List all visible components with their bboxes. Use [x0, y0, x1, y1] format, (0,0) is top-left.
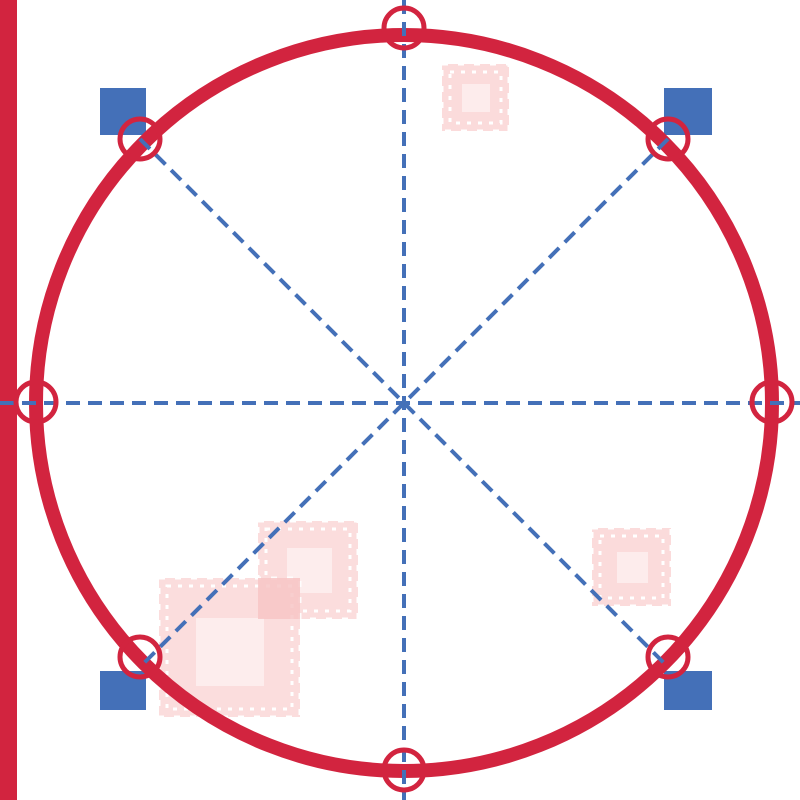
- corner-square-layer: [100, 88, 712, 710]
- marker-southeast: [645, 634, 691, 680]
- highlight-patch-layer: [157, 62, 673, 719]
- marker-northwest: [117, 116, 163, 162]
- patch-bottom-left-lower-core: [196, 618, 264, 686]
- diagonal-axis-nw-se: [138, 137, 670, 669]
- marker-north: [381, 5, 427, 51]
- compass-marker-layer: [13, 5, 795, 793]
- patch-bottom-left-overlap: [258, 578, 300, 619]
- patch-bottom-left-upper-grid-inner: [264, 527, 352, 613]
- patch-bottom-left-upper-grid-outer: [256, 519, 360, 621]
- patch-top-center-grid-inner: [448, 70, 503, 125]
- corner-square-top-right: [664, 88, 712, 135]
- marker-northeast: [645, 116, 691, 162]
- patch-top-center-core: [462, 84, 490, 112]
- patch-bottom-right: [590, 526, 673, 608]
- patch-top-center: [440, 62, 511, 133]
- marker-east: [749, 379, 795, 425]
- marker-southwest: [117, 634, 163, 680]
- diagonal-axis-ne-sw: [138, 137, 670, 669]
- marker-west: [13, 379, 59, 425]
- patch-top-center-grid-outer: [440, 62, 511, 133]
- patch-bottom-right-grid-inner: [598, 534, 665, 600]
- patch-bottom-left-lower-grid-inner: [165, 584, 294, 711]
- left-vertical-bar: [0, 0, 17, 800]
- marker-south: [381, 747, 427, 793]
- patch-bottom-left-overlap-body: [258, 578, 300, 619]
- patch-bottom-right-core: [617, 552, 648, 583]
- patch-bottom-right-grid-outer: [590, 526, 673, 608]
- patch-bottom-left-lower-grid-outer: [157, 576, 302, 719]
